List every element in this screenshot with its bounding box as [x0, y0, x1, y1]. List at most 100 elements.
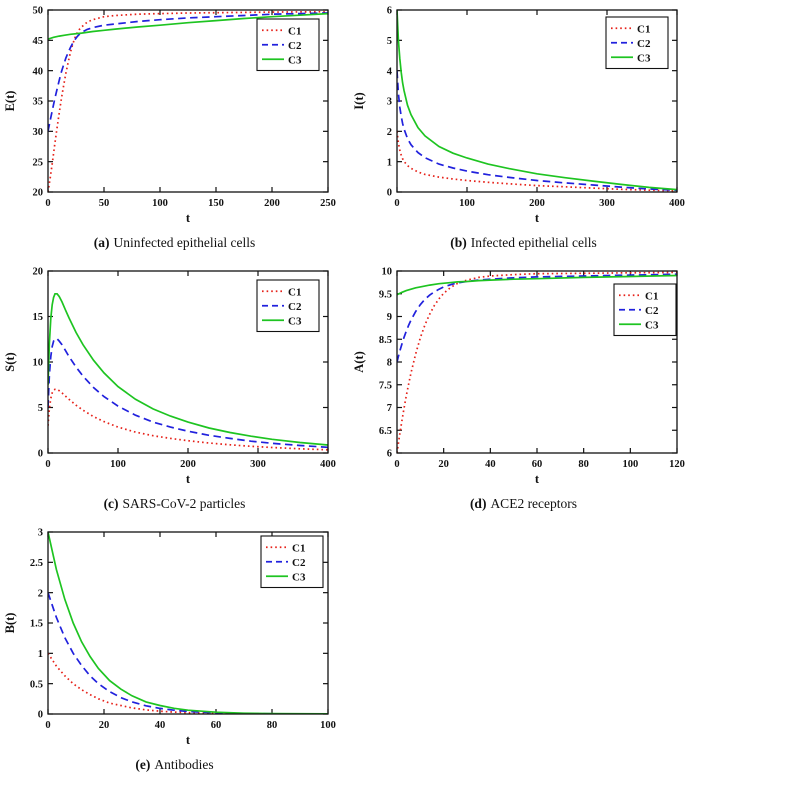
x-tick-label: 40 [485, 459, 496, 470]
subplot-d: 0 20 40 60 80 100 120 6 6.5 7 7.5 8 8.5 9 9.5 10 t A(t) C1… [349, 263, 698, 512]
y-tick-label: 50 [33, 6, 44, 17]
caption-d: (d) ACE2 receptors [349, 496, 698, 512]
legend-box [260, 535, 324, 589]
x-tick-label: 20 [438, 459, 449, 470]
x-axis-label: t [535, 472, 540, 486]
legend-label-c2: C2 [645, 305, 659, 317]
y-tick-label: 7.5 [379, 380, 392, 391]
series-c3-solid [48, 12, 328, 40]
legend-label-c3: C3 [645, 319, 659, 331]
y-tick-label: 2 [38, 588, 43, 599]
x-tick-label: 200 [180, 459, 196, 470]
x-axis-label: t [535, 211, 540, 225]
legend-label-c2: C2 [288, 301, 302, 313]
y-tick-label: 9 [387, 312, 392, 323]
x-axis-label: t [186, 211, 191, 225]
y-axis-label: A(t) [352, 351, 366, 373]
x-tick-label: 0 [45, 459, 50, 470]
y-tick-label: 5 [38, 403, 43, 414]
caption-a-label: (a) [93, 235, 110, 250]
x-axis-label: t [186, 733, 191, 747]
x-tick-label: 50 [99, 198, 110, 209]
figure-row-2: 0 100 200 300 400 0 5 10 15 20 t S(t) C1 C2 C3 (c) SARS… [0, 263, 787, 512]
y-axis-label: S(t) [3, 352, 17, 371]
y-tick-label: 40 [33, 66, 44, 77]
y-axis-label: B(t) [3, 613, 17, 634]
x-tick-label: 200 [529, 198, 545, 209]
plot-box [396, 270, 678, 454]
caption-b-label: (b) [450, 235, 467, 250]
y-tick-label: 6.5 [379, 426, 392, 437]
y-tick-label: 1 [38, 649, 43, 660]
x-axis-label: t [186, 472, 191, 486]
y-tick-label: 6 [387, 449, 392, 460]
series-c2-dashed [397, 70, 677, 192]
legend-label-c1: C1 [637, 23, 650, 35]
chart-svg-b: 0 100 200 300 400 0 1 2 3 4 5 6 t I(t) C1 C2 C3 [352, 6, 685, 225]
y-tick-label: 1 [387, 157, 392, 168]
plot-box [47, 531, 329, 715]
y-tick-label: 1.5 [30, 619, 43, 630]
x-tick-label: 0 [45, 198, 50, 209]
y-tick-label: 3 [38, 528, 43, 539]
y-tick-label: 25 [33, 157, 44, 168]
series-c3-solid [48, 532, 328, 714]
y-tick-label: 0 [38, 449, 43, 460]
y-tick-label: 10 [33, 358, 44, 369]
x-tick-label: 80 [578, 459, 589, 470]
x-tick-label: 100 [622, 459, 638, 470]
y-tick-label: 0 [38, 710, 43, 721]
series-c1-dotted [397, 131, 677, 192]
y-tick-label: 35 [33, 97, 44, 108]
subplot-a: 0 50 100 150 200 250 20 25 30 35 40 45 50 t E(t) C1 C2 C3… [0, 2, 349, 251]
chart-svg-a: 0 50 100 150 200 250 20 25 30 35 40 45 50 t E(t) C1 C2 C3 [3, 6, 336, 225]
caption-a-text: Uninfected epithelial cells [113, 235, 256, 250]
series-c1-dotted [397, 271, 677, 453]
x-tick-label: 150 [208, 198, 224, 209]
y-tick-label: 20 [33, 267, 44, 278]
caption-b-text: Infected epithelial cells [470, 235, 597, 250]
plot-box [396, 9, 678, 193]
legend-label-c1: C1 [292, 542, 305, 554]
series-c2-dashed [48, 592, 328, 714]
y-tick-label: 2.5 [30, 558, 43, 569]
x-tick-label: 100 [152, 198, 168, 209]
x-tick-label: 0 [394, 198, 399, 209]
chart-canvas-uninfected-cells: 0 50 100 150 200 250 20 25 30 35 40 45 50 t E(t) C1 C2 C3 [0, 2, 340, 228]
x-tick-label: 250 [320, 198, 336, 209]
y-tick-label: 45 [33, 36, 44, 47]
y-axis-label: E(t) [3, 91, 17, 112]
y-tick-label: 0 [387, 188, 392, 199]
caption-c-text: SARS-CoV-2 particles [122, 496, 246, 511]
series-c1-dotted [48, 388, 328, 451]
series-c3-solid [48, 292, 328, 446]
x-tick-label: 40 [155, 720, 166, 731]
caption-b: (b) Infected epithelial cells [349, 235, 698, 251]
y-tick-label: 4 [387, 66, 393, 77]
chart-svg-d: 0 20 40 60 80 100 120 6 6.5 7 7.5 8 8.5 9 9.5 10 t A(t) C1… [352, 267, 685, 486]
y-tick-label: 3 [387, 97, 392, 108]
series-c3-solid [397, 274, 677, 296]
chart-svg-e: 0 20 40 60 80 100 0 0.5 1 1.5 2 2.5 3 t B(t) C1 C2 C3 [3, 528, 336, 747]
x-tick-label: 80 [267, 720, 278, 731]
legend-label-c3: C3 [288, 54, 302, 66]
x-tick-label: 60 [211, 720, 222, 731]
legend-label-c1: C1 [288, 286, 301, 298]
chart-svg-c: 0 100 200 300 400 0 5 10 15 20 t S(t) C1 C2 C3 [3, 267, 336, 486]
y-tick-label: 10 [382, 267, 393, 278]
x-tick-label: 100 [459, 198, 475, 209]
x-tick-label: 0 [394, 459, 399, 470]
x-tick-label: 20 [99, 720, 110, 731]
chart-canvas-infected-cells: 0 100 200 300 400 0 1 2 3 4 5 6 t I(t) C1 C2 C3 [349, 2, 689, 228]
y-tick-label: 6 [387, 6, 392, 17]
figure-row-1: 0 50 100 150 200 250 20 25 30 35 40 45 50 t E(t) C1 C2 C3… [0, 2, 787, 251]
x-tick-label: 0 [45, 720, 50, 731]
series-c2-dashed [48, 337, 328, 449]
chart-canvas-ace2-receptors: 0 20 40 60 80 100 120 6 6.5 7 7.5 8 8.5 9 9.5 10 t A(t) C1… [349, 263, 689, 489]
x-tick-label: 300 [599, 198, 615, 209]
series-c3-solid [397, 10, 677, 191]
y-tick-label: 2 [387, 127, 392, 138]
x-tick-label: 300 [250, 459, 266, 470]
plot-box [47, 270, 329, 454]
chart-canvas-antibodies: 0 20 40 60 80 100 0 0.5 1 1.5 2 2.5 3 t B(t) C1 C2 C3 [0, 524, 340, 750]
